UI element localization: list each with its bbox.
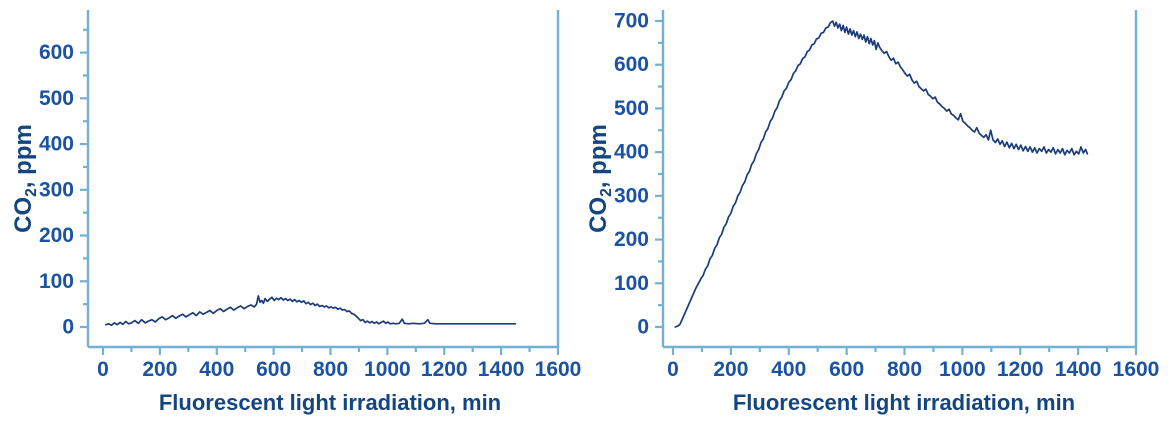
y-tick-label: 500 (614, 97, 649, 120)
y-tick-label: 200 (614, 228, 649, 251)
y-tick-label: 400 (39, 133, 74, 156)
x-tick-label: 1600 (1113, 358, 1160, 381)
co2-curve (674, 20, 1089, 328)
y-axis-title: CO2, ppm (10, 124, 40, 233)
y-tick-label: 400 (614, 141, 649, 164)
co2-curve (104, 295, 517, 327)
y-tick-label: 100 (614, 272, 649, 295)
x-tick-label: 800 (887, 358, 922, 381)
x-tick-label: 1400 (1055, 358, 1102, 381)
y-tick-label: 200 (39, 224, 74, 247)
x-tick-label: 200 (713, 358, 748, 381)
x-tick-label: 400 (199, 358, 234, 381)
x-tick-label: 200 (142, 358, 177, 381)
chart-left: 0 100 200 300 400 500 600 0 200 400 600 800 1000 1200… (10, 10, 581, 415)
x-tick-label: 0 (97, 358, 109, 381)
x-tick-label: 1400 (478, 358, 525, 381)
x-axis-title: Fluorescent light irradiation, min (159, 390, 501, 415)
y-tick-label: 0 (637, 316, 649, 339)
x-tick-label: 1000 (939, 358, 986, 381)
y-tick-label: 300 (614, 184, 649, 207)
x-tick-label: 400 (771, 358, 806, 381)
x-tick-label: 0 (667, 358, 679, 381)
x-tick-label: 800 (313, 358, 348, 381)
y-tick-label: 0 (62, 316, 74, 339)
x-tick-label: 600 (829, 358, 864, 381)
y-tick-label: 600 (614, 53, 649, 76)
y-tick-label: 100 (39, 270, 74, 293)
x-tick-label: 1000 (364, 358, 411, 381)
y-tick-label: 300 (39, 178, 74, 201)
y-tick-label: 700 (614, 10, 649, 33)
x-tick-label: 1200 (421, 358, 468, 381)
chart-right: 0 100 200 300 400 500 600 700 0 200 400 600 800 1000 1… (585, 10, 1159, 416)
x-tick-label: 1600 (535, 358, 582, 381)
x-axis-title: Fluorescent light irradiation, min (733, 390, 1075, 415)
y-axis-title: CO2, ppm (585, 124, 615, 233)
y-tick-label: 600 (39, 41, 74, 64)
x-tick-label: 1200 (997, 358, 1044, 381)
x-tick-label: 600 (256, 358, 291, 381)
y-tick-label: 500 (39, 87, 74, 110)
